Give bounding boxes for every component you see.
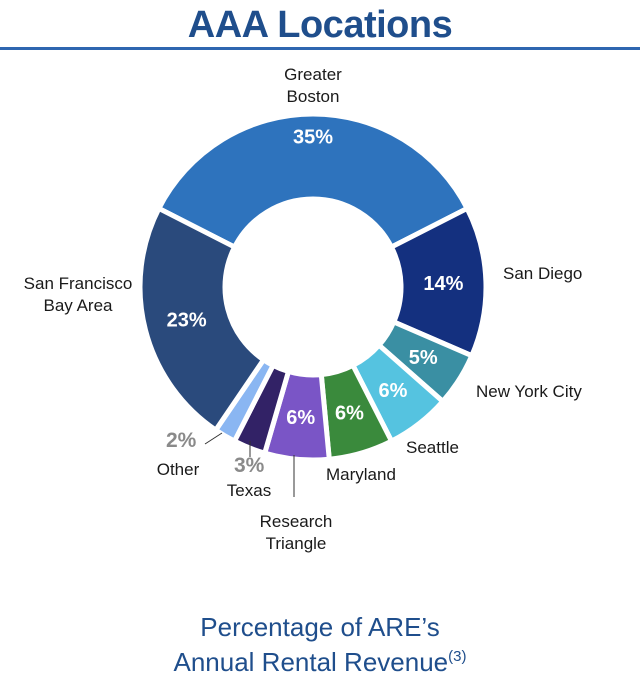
caption-text: Annual Rental Revenue xyxy=(173,647,449,677)
other-percent: 2% xyxy=(166,429,197,452)
caption-line-2: Annual Rental Revenue(3) xyxy=(0,642,640,677)
label-texas: Texas xyxy=(226,481,272,500)
caption-line-1: Percentage of ARE’s xyxy=(200,612,440,642)
slice-value-label: 23% xyxy=(167,309,207,331)
label-line: Boston xyxy=(286,87,340,106)
page-title: AAA Locations xyxy=(187,4,453,46)
label-line: San Francisco xyxy=(23,274,133,293)
leader-line xyxy=(204,432,223,445)
slice-value-label: 6% xyxy=(379,380,408,402)
slice-value-label: 14% xyxy=(423,273,463,295)
label-line: Triangle xyxy=(265,534,327,553)
label-seattle: Seattle xyxy=(406,438,459,457)
footnote-marker: (3) xyxy=(448,648,467,665)
label-line: Research xyxy=(259,512,333,531)
label-research-triangle: Research Triangle xyxy=(246,511,346,555)
slice-value-label: 5% xyxy=(409,347,438,369)
label-maryland: Maryland xyxy=(326,465,396,484)
title-divider xyxy=(0,47,640,50)
label-line: Greater xyxy=(284,65,342,84)
slice-greater-boston xyxy=(155,111,471,251)
label-other: Other xyxy=(156,460,200,479)
label-san-francisco-bay-area: San Francisco Bay Area xyxy=(10,273,146,317)
label-greater-boston: Greater Boston xyxy=(263,64,363,108)
slice-value-label: 35% xyxy=(293,127,333,149)
texas-percent: 3% xyxy=(234,454,265,477)
label-san-diego: San Diego xyxy=(503,264,583,283)
chart-caption: Percentage of ARE’s Annual Rental Revenu… xyxy=(0,612,640,677)
label-new-york-city: New York City xyxy=(476,382,582,401)
slice-value-label: 6% xyxy=(286,407,315,429)
label-line: Bay Area xyxy=(43,296,113,315)
slice-value-label: 6% xyxy=(335,402,364,424)
slice-san-francisco-bay-area xyxy=(137,205,268,434)
